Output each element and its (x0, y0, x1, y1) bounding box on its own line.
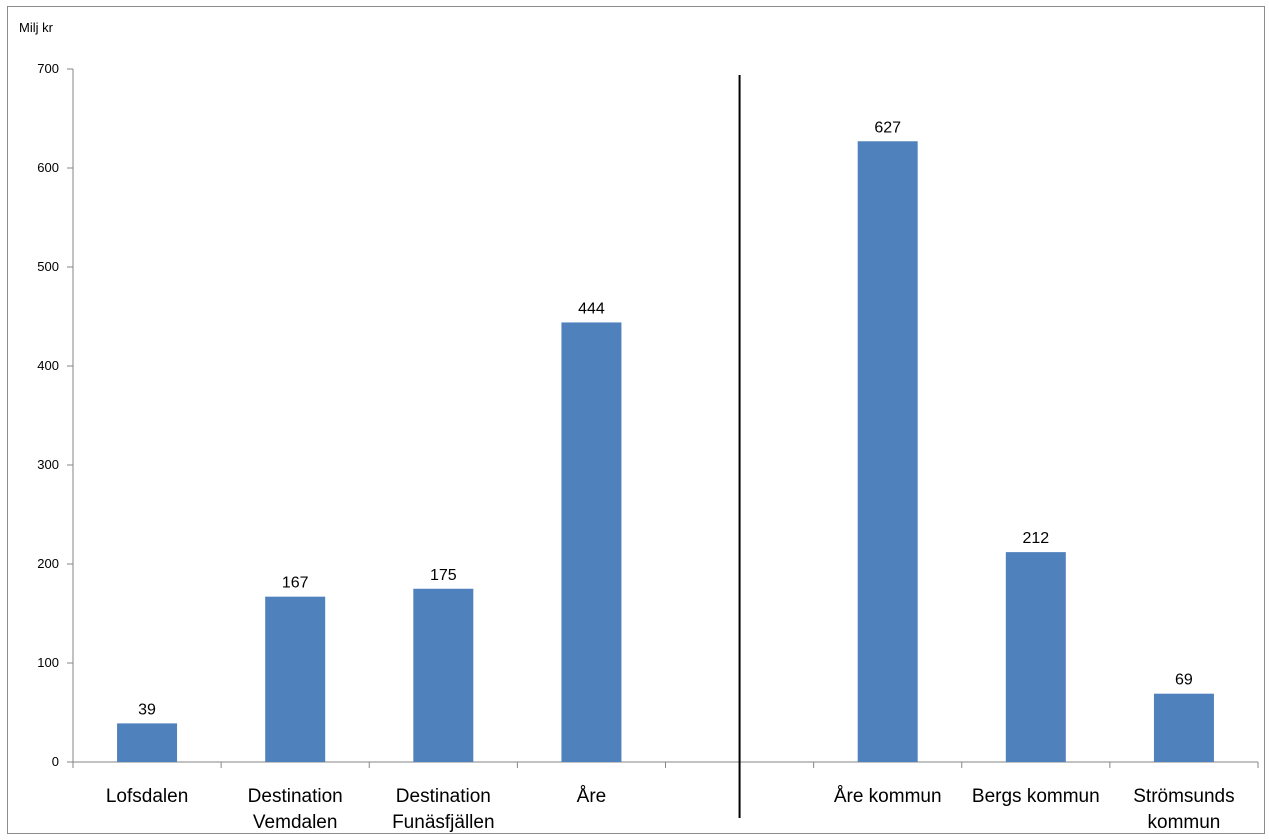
y-tick-label: 400 (37, 358, 59, 373)
y-tick-label: 200 (37, 556, 59, 571)
bar (117, 723, 178, 762)
category-label: Vemdalen (253, 812, 338, 833)
y-tick-label: 500 (37, 259, 59, 274)
category-label: kommun (1148, 812, 1221, 833)
category-label: Åre (577, 786, 607, 807)
data-label: 444 (578, 300, 605, 317)
bar (1153, 693, 1214, 762)
bar (1005, 552, 1066, 762)
axes: 0 100 200 300 400 500 600 700 (37, 61, 1259, 818)
data-label: 167 (282, 575, 309, 592)
y-tick-label: 0 (52, 754, 59, 769)
y-tick-label: 300 (37, 457, 59, 472)
y-tick-label: 100 (37, 655, 59, 670)
category-label: Lofsdalen (106, 786, 188, 807)
category-label: Åre kommun (834, 786, 942, 807)
data-labels: 39 167 175 444 627 212 69 (138, 119, 1193, 718)
bar (561, 322, 622, 762)
data-label: 175 (430, 567, 457, 584)
data-label: 69 (1175, 672, 1193, 689)
data-label: 39 (138, 701, 156, 718)
category-labels: Lofsdalen Destination Vemdalen Destination F… (106, 786, 1235, 833)
data-label: 627 (874, 119, 901, 136)
y-tick-label: 700 (37, 61, 59, 76)
category-label: Destination (248, 786, 343, 807)
y-axis-label: Milj kr (19, 20, 54, 35)
bars (117, 141, 1214, 762)
bar (857, 141, 918, 762)
category-label: Strömsunds (1133, 786, 1234, 807)
y-tick-label: 600 (37, 160, 59, 175)
bar (413, 588, 474, 762)
category-label: Funäsfjällen (392, 812, 494, 833)
bar (265, 596, 326, 762)
data-label: 212 (1022, 530, 1049, 547)
category-label: Bergs kommun (972, 786, 1100, 807)
category-label: Destination (396, 786, 491, 807)
